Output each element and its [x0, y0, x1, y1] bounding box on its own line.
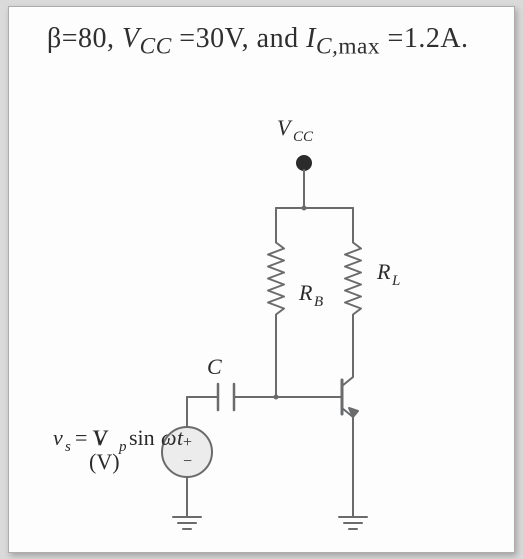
svg-text:L: L	[391, 273, 400, 289]
svg-text:R: R	[298, 280, 313, 305]
svg-text:v: v	[53, 425, 63, 450]
svg-text:V: V	[277, 115, 293, 140]
svg-text:(V): (V)	[89, 449, 120, 474]
svg-text:R: R	[376, 259, 391, 284]
svg-text:s: s	[65, 439, 71, 455]
svg-text:ω: ω	[161, 425, 177, 450]
svg-text:+: +	[183, 434, 192, 451]
svg-text:B: B	[314, 294, 323, 310]
svg-text:CC: CC	[293, 129, 314, 145]
svg-text:sin: sin	[129, 425, 155, 450]
circuit-diagram: VCCRBRLC+−vs = VVp sin ωt(V)	[9, 7, 514, 552]
svg-text:C: C	[207, 354, 222, 379]
card: β=80, VCC =30V, and IC,max =1.2A. VCCRBR…	[8, 6, 515, 553]
svg-text:t: t	[177, 425, 184, 450]
svg-text:−: −	[183, 453, 192, 470]
page-frame: β=80, VCC =30V, and IC,max =1.2A. VCCRBR…	[0, 0, 523, 557]
